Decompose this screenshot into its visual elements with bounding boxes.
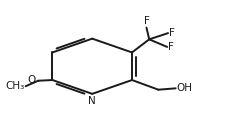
Text: OH: OH: [176, 83, 192, 93]
Text: F: F: [168, 42, 173, 52]
Text: O: O: [27, 75, 36, 85]
Text: F: F: [143, 17, 149, 26]
Text: F: F: [169, 28, 174, 38]
Text: CH₃: CH₃: [5, 81, 25, 91]
Text: N: N: [88, 96, 96, 106]
